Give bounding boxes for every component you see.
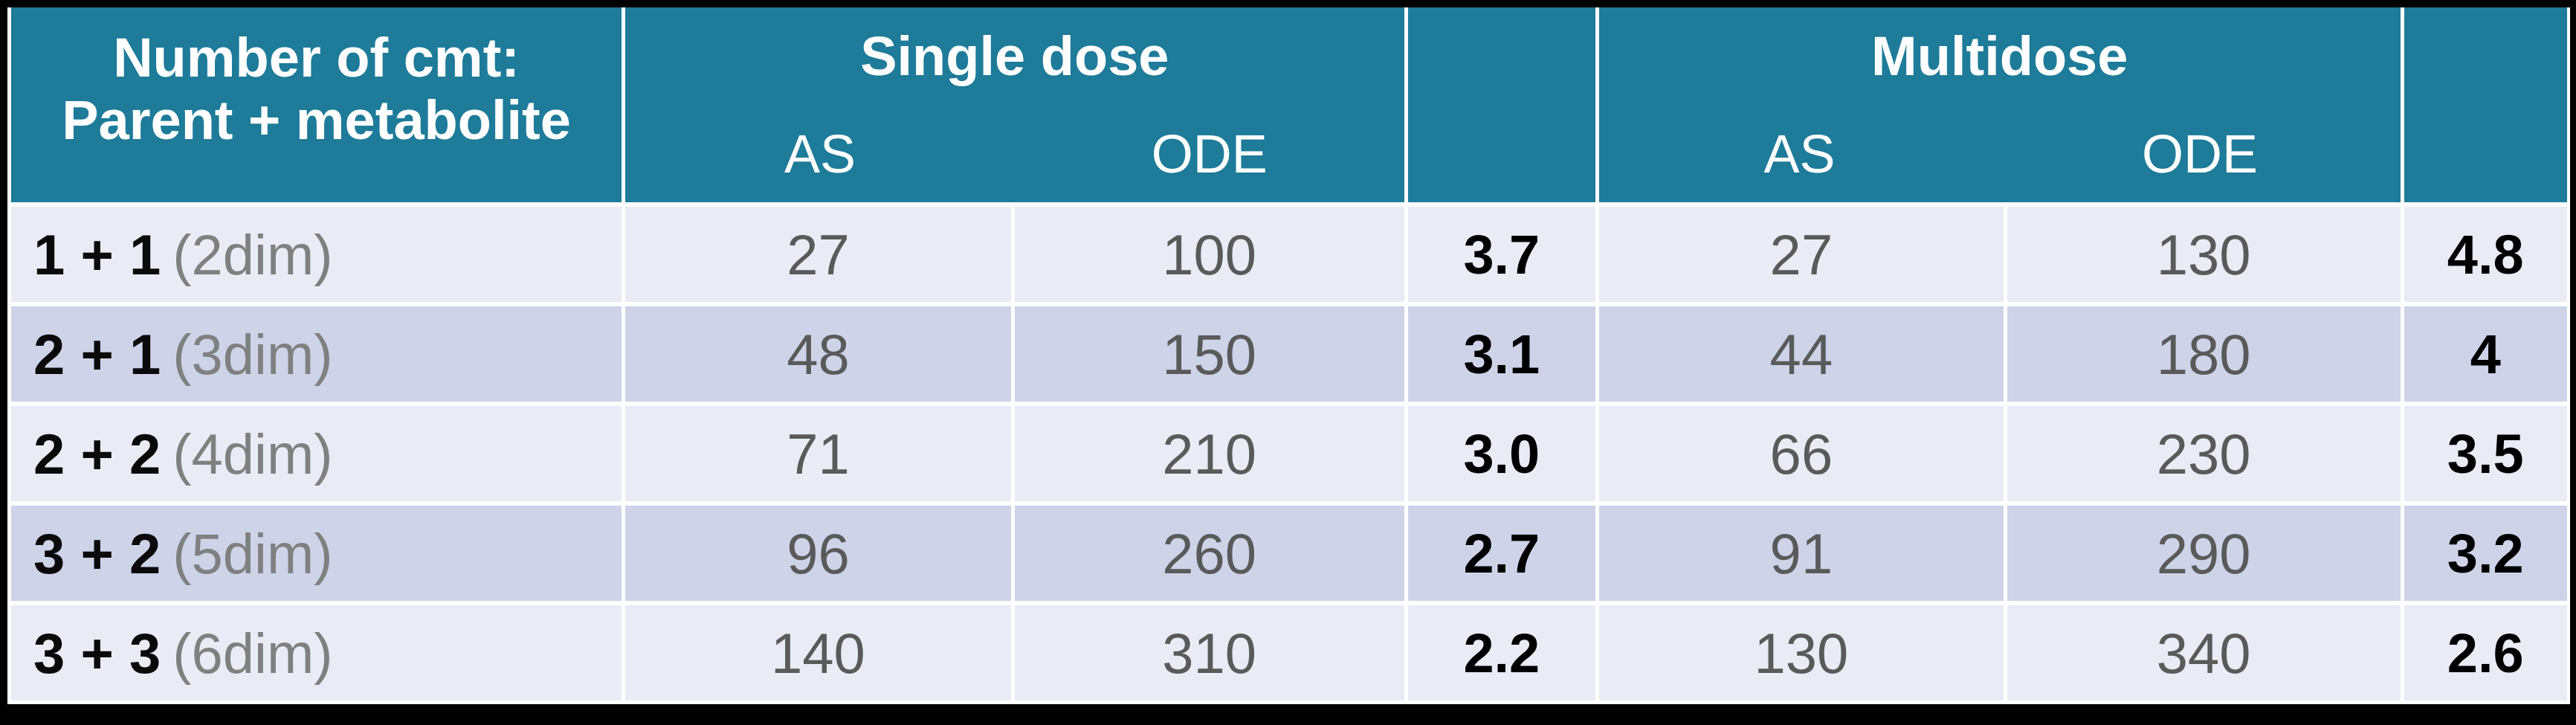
row-1-sd-as: 27 — [625, 207, 1011, 302]
header-multidose-ratio-column — [2404, 7, 2567, 202]
header-single-dose-subcolumns: AS ODE — [625, 105, 1404, 202]
header-multidose-ode: ODE — [2000, 105, 2401, 202]
row-4-sd-ode: 260 — [1015, 506, 1404, 601]
row-3-label: 2 + 2 — [33, 422, 161, 486]
header-multidose-title: Multidose — [1599, 7, 2400, 105]
row-1-md-ratio: 4.8 — [2404, 207, 2567, 302]
row-2-md-ode: 180 — [2007, 306, 2401, 402]
header-row-label-column: Number of cmt: Parent + metabolite — [11, 7, 622, 202]
row-4-label-cell: 3 + 2 (5dim) — [11, 506, 622, 601]
header-col1-line2: Parent + metabolite — [62, 89, 571, 152]
row-5-md-ratio: 2.6 — [2404, 605, 2567, 700]
row-1-label-cell: 1 + 1 (2dim) — [11, 207, 622, 302]
row-1-label: 1 + 1 — [33, 222, 161, 287]
row-5-md-as: 130 — [1599, 605, 2004, 700]
row-5-sd-as: 140 — [625, 605, 1011, 700]
row-5-sd-ode: 310 — [1015, 605, 1404, 700]
header-multidose-as: AS — [1599, 105, 2000, 202]
row-3-md-as: 66 — [1599, 406, 2004, 501]
header-single-dose-group: Single dose AS ODE — [625, 7, 1404, 202]
row-1-md-as: 27 — [1599, 207, 2004, 302]
row-5-label-cell: 3 + 3 (6dim) — [11, 605, 622, 700]
row-2-sd-ode: 150 — [1015, 306, 1404, 402]
header-single-dose-title: Single dose — [625, 7, 1404, 105]
row-3-md-ratio: 3.5 — [2404, 406, 2567, 501]
row-1-sd-ode: 100 — [1015, 207, 1404, 302]
row-2-sd-as: 48 — [625, 306, 1011, 402]
comparison-table: Number of cmt: Parent + metabolite Singl… — [7, 7, 2570, 704]
header-multidose-subcolumns: AS ODE — [1599, 105, 2400, 202]
row-2-md-ratio: 4 — [2404, 306, 2567, 402]
row-5-label: 3 + 3 — [33, 621, 161, 686]
row-2-label-cell: 2 + 1 (3dim) — [11, 306, 622, 402]
row-1-sd-ratio: 3.7 — [1408, 207, 1595, 302]
row-2-sd-ratio: 3.1 — [1408, 306, 1595, 402]
row-4-label: 3 + 2 — [33, 521, 161, 586]
row-3-dim: (4dim) — [172, 422, 332, 486]
row-3-sd-ratio: 3.0 — [1408, 406, 1595, 501]
row-1-md-ode: 130 — [2007, 207, 2401, 302]
row-2-md-as: 44 — [1599, 306, 2004, 402]
header-col1-line1: Number of cmt: — [113, 27, 520, 89]
row-3-md-ode: 230 — [2007, 406, 2401, 501]
row-2-dim: (3dim) — [172, 322, 332, 387]
row-1-dim: (2dim) — [172, 222, 332, 287]
row-4-md-ratio: 3.2 — [2404, 506, 2567, 601]
row-3-label-cell: 2 + 2 (4dim) — [11, 406, 622, 501]
table-grid: Number of cmt: Parent + metabolite Singl… — [11, 7, 2567, 700]
header-single-dose-as: AS — [625, 105, 1015, 202]
row-2-label: 2 + 1 — [33, 322, 161, 387]
header-single-dose-ode: ODE — [1015, 105, 1404, 202]
row-4-md-as: 91 — [1599, 506, 2004, 601]
row-5-md-ode: 340 — [2007, 605, 2401, 700]
row-4-md-ode: 290 — [2007, 506, 2401, 601]
row-4-sd-ratio: 2.7 — [1408, 506, 1595, 601]
header-single-dose-ratio-column — [1408, 7, 1595, 202]
row-4-sd-as: 96 — [625, 506, 1011, 601]
row-3-sd-ode: 210 — [1015, 406, 1404, 501]
row-4-dim: (5dim) — [172, 521, 332, 586]
row-3-sd-as: 71 — [625, 406, 1011, 501]
header-multidose-group: Multidose AS ODE — [1599, 7, 2400, 202]
row-5-sd-ratio: 2.2 — [1408, 605, 1595, 700]
row-5-dim: (6dim) — [172, 621, 332, 686]
